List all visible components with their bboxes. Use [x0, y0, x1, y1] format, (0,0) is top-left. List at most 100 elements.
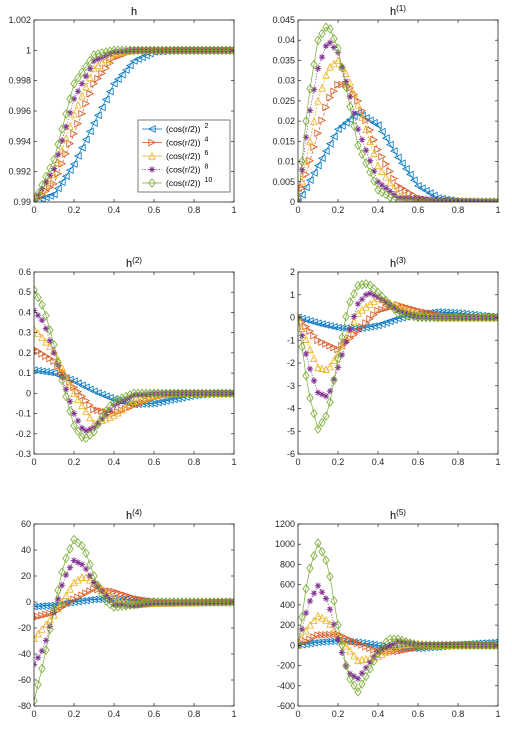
- series-1-point: [97, 103, 106, 112]
- series-4-point: [342, 338, 350, 346]
- y-tick-label: 0.01: [277, 157, 295, 167]
- panel-title: h(2): [126, 256, 142, 270]
- x-tick-label: 0.6: [148, 709, 161, 719]
- series-1-point: [309, 639, 318, 647]
- series-5-point: [86, 55, 94, 66]
- series-5-point: [62, 109, 70, 119]
- series-1-point: [345, 115, 354, 124]
- series-3-point: [346, 78, 354, 86]
- series-4-point: [194, 599, 202, 606]
- series-4-point: [326, 39, 334, 46]
- axes-box: [33, 271, 235, 455]
- legend: (cos(r/2)) 2 (cos(r/2)) 4 (cos(r/2)) 6 (cos(r/…: [137, 119, 231, 193]
- series-4-point: [370, 292, 378, 299]
- series-5-point: [94, 580, 102, 591]
- series-4-point: [86, 65, 94, 72]
- series-2-point: [354, 327, 363, 335]
- series-4-point: [466, 641, 474, 649]
- series-2-point: [334, 80, 343, 89]
- legend-label-3: (cos(r/2)) 6: [166, 150, 208, 161]
- series-2-point: [398, 184, 407, 193]
- series-3-point: [54, 158, 62, 167]
- series-4-point: [322, 393, 330, 400]
- series-2-point: [354, 639, 363, 648]
- series-5-point: [138, 598, 146, 609]
- series-2-point: [50, 357, 59, 365]
- series-3-point: [350, 317, 358, 325]
- series-1-point: [321, 637, 330, 646]
- series-4-point: [198, 599, 206, 606]
- series-5-point: [374, 287, 382, 298]
- series-1-point: [73, 597, 82, 606]
- series-line-2: [298, 84, 498, 202]
- series-line-5: [34, 290, 234, 439]
- series-1-point: [353, 638, 362, 647]
- series-4-point: [186, 599, 194, 606]
- series-4-point: [358, 296, 366, 303]
- x-tick-label: 0: [31, 205, 36, 215]
- series-line-3: [34, 576, 234, 639]
- x-tick-label: 0: [31, 709, 36, 719]
- series-5-point: [114, 394, 122, 405]
- y-tick-label: 0.994: [8, 136, 31, 146]
- series-1-point: [298, 190, 306, 199]
- series-1-point: [49, 190, 58, 199]
- series-2-point: [346, 635, 355, 644]
- panel-title: h(4): [126, 508, 142, 522]
- series-3-point: [386, 178, 394, 187]
- series-3-point: [70, 389, 78, 397]
- series-5-point: [354, 280, 362, 291]
- series-4-point: [386, 188, 394, 195]
- series-5-point: [70, 420, 78, 431]
- y-tick-label: 20: [21, 571, 31, 581]
- x-tick-label: 0.2: [332, 205, 345, 215]
- series-5-point: [66, 544, 74, 554]
- series-line-5: [298, 26, 498, 202]
- series-3-point: [82, 82, 90, 91]
- series-4-point: [374, 178, 382, 185]
- series-4-point: [478, 198, 486, 202]
- legend-marker-3: [148, 151, 156, 160]
- series-3-point: [358, 112, 366, 121]
- series-4-point: [458, 197, 466, 202]
- series-3-point: [318, 83, 326, 92]
- series-1-point: [401, 164, 410, 173]
- y-tick-label: 0.4: [18, 307, 31, 317]
- series-4-point: [442, 641, 450, 648]
- series-5-point: [78, 432, 86, 442]
- series-5-point: [350, 121, 358, 131]
- x-tick-label: 0.2: [68, 205, 81, 215]
- series-5-point: [62, 553, 70, 564]
- y-tick-label: -4: [287, 404, 295, 414]
- series-2-point: [310, 331, 319, 340]
- series-4-point: [146, 600, 154, 608]
- series-2-point: [338, 80, 347, 89]
- series-1-point: [89, 119, 98, 127]
- series-1-point: [57, 178, 66, 187]
- series-4-point: [306, 107, 314, 114]
- series-1-point: [85, 127, 94, 136]
- series-4-point: [298, 332, 306, 339]
- series-4-point: [458, 641, 466, 649]
- series-5-point: [494, 312, 498, 323]
- series-4-point: [302, 134, 310, 141]
- x-tick-label: 0.2: [68, 457, 81, 467]
- y-tick-label: -0.3: [15, 449, 31, 459]
- legend-label-1: (cos(r/2)) 2: [166, 123, 208, 134]
- series-4-point: [118, 398, 126, 405]
- series-3-point: [298, 324, 306, 333]
- series-2-point: [122, 591, 131, 600]
- legend-label-5: (cos(r/2)) 10: [166, 177, 212, 188]
- series-5-point: [102, 406, 110, 416]
- series-2-point: [74, 593, 83, 602]
- series-4-point: [190, 599, 198, 606]
- series-4-point: [182, 599, 190, 606]
- series-2-point: [402, 645, 411, 654]
- series-2-point: [322, 630, 331, 639]
- series-2-point: [314, 631, 323, 640]
- series-4-point: [354, 300, 362, 308]
- series-group: [298, 22, 498, 202]
- series-5-point: [346, 297, 354, 307]
- y-tick-label: 1: [26, 45, 31, 55]
- series-4-point: [446, 641, 454, 648]
